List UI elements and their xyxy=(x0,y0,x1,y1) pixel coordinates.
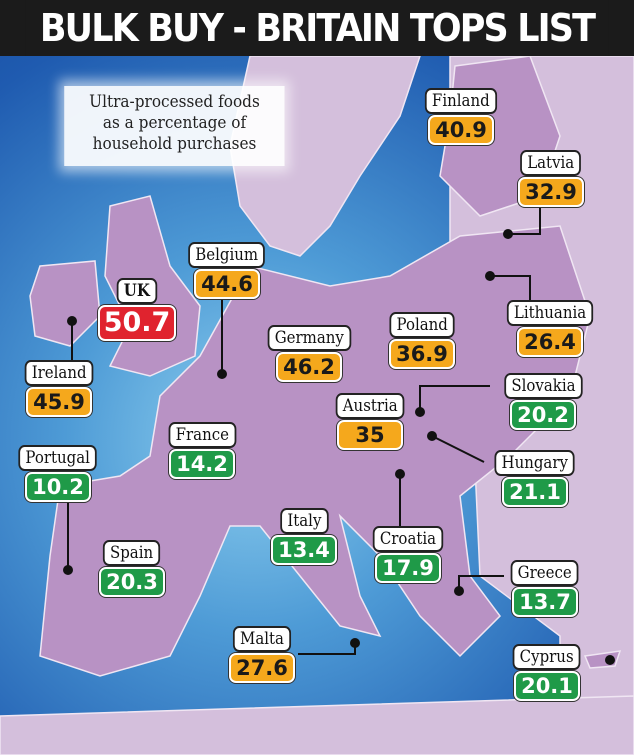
label-portugal: Portugal 10.2 xyxy=(8,445,108,502)
label-croatia: Croatia 17.9 xyxy=(364,526,452,583)
country-value: 32.9 xyxy=(518,177,584,207)
label-belgium: Belgium 44.6 xyxy=(180,242,274,299)
label-ireland: Ireland 45.9 xyxy=(14,360,104,417)
country-name: Italy xyxy=(279,508,329,534)
country-value: 44.6 xyxy=(194,269,260,299)
label-italy: Italy 13.4 xyxy=(262,508,346,565)
country-name: Malta xyxy=(232,626,292,652)
country-name: Ireland xyxy=(24,360,94,386)
country-value: 13.4 xyxy=(271,535,337,565)
country-value: 20.1 xyxy=(514,671,580,701)
country-value: 50.7 xyxy=(98,305,176,341)
label-poland: Poland 36.9 xyxy=(376,312,468,369)
label-germany: Germany 46.2 xyxy=(254,325,364,382)
country-value: 20.3 xyxy=(99,567,165,597)
country-name: Cyprus xyxy=(512,644,582,670)
country-name: Croatia xyxy=(372,526,444,552)
label-slovakia: Slovakia 20.2 xyxy=(488,373,598,430)
country-name: France xyxy=(168,422,236,448)
country-value: 40.9 xyxy=(428,115,494,145)
country-value: 35 xyxy=(337,420,403,450)
country-value: 45.9 xyxy=(26,387,92,417)
country-name: Hungary xyxy=(494,450,576,476)
legend-box: Ultra-processed foods as a percentage of… xyxy=(64,86,285,166)
label-spain: Spain 20.3 xyxy=(90,540,174,597)
country-name: Spain xyxy=(103,540,161,566)
label-latvia: Latvia 32.9 xyxy=(506,150,596,207)
label-greece: Greece 13.7 xyxy=(500,560,590,617)
country-name: Lithuania xyxy=(506,300,594,326)
country-value: 21.1 xyxy=(502,477,568,507)
country-name: Poland xyxy=(389,312,455,338)
label-lithuania: Lithuania 26.4 xyxy=(494,300,606,357)
country-name: Greece xyxy=(510,560,580,586)
legend-line: Ultra-processed foods xyxy=(89,92,260,112)
north-africa-land xyxy=(0,695,634,755)
country-value: 17.9 xyxy=(375,553,441,583)
europe-map: Ultra-processed foods as a percentage of… xyxy=(0,56,634,755)
country-value: 26.4 xyxy=(517,327,583,357)
country-value: 14.2 xyxy=(169,449,235,479)
country-value: 27.6 xyxy=(229,653,295,683)
country-name: Belgium xyxy=(188,242,266,268)
country-value: 46.2 xyxy=(276,352,342,382)
country-name: Finland xyxy=(425,88,497,114)
label-cyprus: Cyprus 20.1 xyxy=(500,644,594,701)
ireland-land xyxy=(29,260,101,347)
label-hungary: Hungary 21.1 xyxy=(480,450,590,507)
legend-line: as a percentage of xyxy=(102,113,247,133)
country-value: 13.7 xyxy=(512,587,578,617)
country-name: Germany xyxy=(267,325,351,351)
country-value: 10.2 xyxy=(25,472,91,502)
country-name: UK xyxy=(116,278,158,304)
label-malta: Malta 27.6 xyxy=(220,626,304,683)
label-austria: Austria 35 xyxy=(326,393,414,450)
label-uk: UK 50.7 xyxy=(92,278,182,341)
country-value: 36.9 xyxy=(389,339,455,369)
label-finland: Finland 40.9 xyxy=(415,88,507,145)
country-name: Latvia xyxy=(520,150,582,176)
country-name: Slovakia xyxy=(503,373,583,399)
label-france: France 14.2 xyxy=(158,422,246,479)
continent-land xyxy=(39,225,591,677)
country-value: 20.2 xyxy=(510,400,576,430)
headline: BULK BUY - BRITAIN TOPS LIST xyxy=(25,0,609,56)
country-name: Austria xyxy=(335,393,405,419)
country-name: Portugal xyxy=(18,445,98,471)
legend-line: household purchases xyxy=(92,134,257,154)
